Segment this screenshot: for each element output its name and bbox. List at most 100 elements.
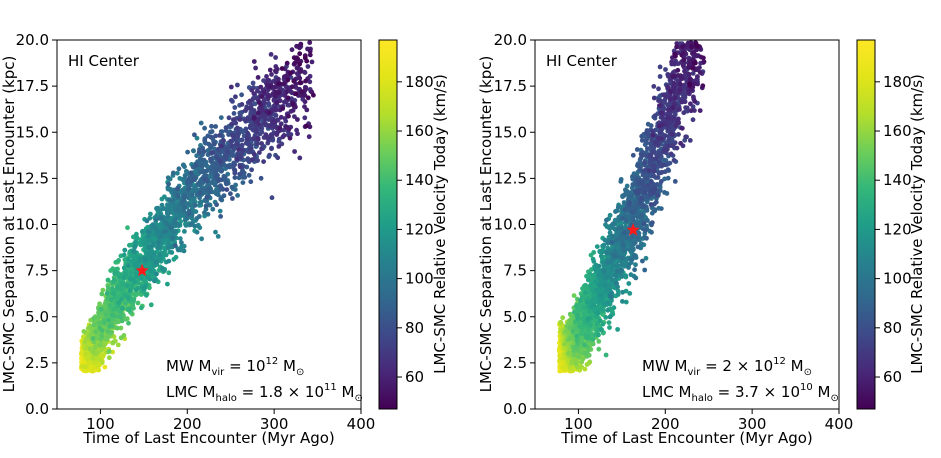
data-point [619,274,625,279]
data-point [128,270,134,276]
data-point [96,367,102,373]
data-point [574,304,580,310]
panel-label: HI Center [68,52,140,70]
data-point [194,162,199,168]
data-point [276,144,282,149]
data-point [121,275,127,280]
data-point [202,125,208,131]
data-point [261,98,267,104]
data-point [245,136,250,141]
data-point [196,214,202,219]
data-point [278,114,284,120]
data-point [94,350,100,356]
data-point [275,155,281,161]
panel-2: 0.02.55.07.510.012.515.017.520.0 100 200 3… [477,31,853,447]
data-point [134,231,139,237]
data-point [626,281,632,286]
data-point [307,40,313,45]
data-point [213,124,219,129]
data-point [115,284,120,290]
data-point [99,360,105,366]
data-point [253,65,258,71]
data-point [285,77,291,83]
data-point [291,78,297,84]
scatter-points [79,40,316,374]
data-point [188,170,194,176]
data-point [590,336,596,342]
data-point [597,318,603,323]
data-point [255,75,261,80]
colorbar-tick-label: 160 [405,122,434,140]
data-point [208,156,213,162]
data-point [633,262,638,268]
data-point [258,84,264,90]
data-point [116,258,121,263]
data-point [297,75,303,81]
data-point [87,346,93,351]
data-point [274,100,280,106]
data-point [261,159,266,165]
data-point [266,93,272,99]
data-point [157,252,163,258]
data-point [175,170,180,176]
data-point [126,320,131,326]
data-point [165,211,170,217]
data-point [262,120,268,126]
data-point [91,322,97,328]
y-tick-label: 2.5 [25,354,49,372]
data-point [269,146,274,152]
data-point [246,172,252,178]
data-point [574,338,580,343]
data-point [266,110,272,116]
data-point [615,263,620,268]
data-point [245,130,251,136]
data-point [110,266,116,272]
data-point [273,113,279,118]
data-point [172,243,178,249]
data-point [595,310,600,316]
data-point [111,278,117,284]
data-point [221,138,227,144]
data-point [279,66,285,71]
data-point [245,157,250,163]
data-point [567,311,573,317]
data-point [215,167,220,173]
data-point [259,146,264,152]
data-point [141,285,147,290]
data-point [171,256,177,262]
data-point [182,229,187,234]
data-point [153,259,159,265]
data-point [596,263,602,269]
data-point [249,157,255,163]
y-tick-label: 10.0 [16,216,49,234]
data-point [181,208,187,214]
data-point [179,240,184,246]
data-point [106,355,112,361]
data-point [213,229,218,235]
data-point [105,296,110,302]
data-point [255,110,261,116]
data-point [201,168,207,174]
y-tick-label: 0.0 [25,400,49,418]
data-point [235,130,241,136]
data-point [265,136,271,142]
data-point [99,333,105,338]
data-point [126,242,132,248]
data-point [259,141,264,146]
data-point [590,341,596,347]
data-point [210,206,216,212]
data-point [105,329,111,334]
data-point [590,298,596,303]
data-point [82,339,88,345]
data-point [115,342,121,348]
data-point [214,154,219,160]
data-point [627,291,633,296]
data-point [137,258,143,264]
data-point [284,60,290,66]
data-point [302,115,308,121]
data-point [239,155,244,160]
data-point [153,226,159,231]
data-point [204,178,210,184]
data-point [239,137,245,143]
data-point [172,218,178,224]
